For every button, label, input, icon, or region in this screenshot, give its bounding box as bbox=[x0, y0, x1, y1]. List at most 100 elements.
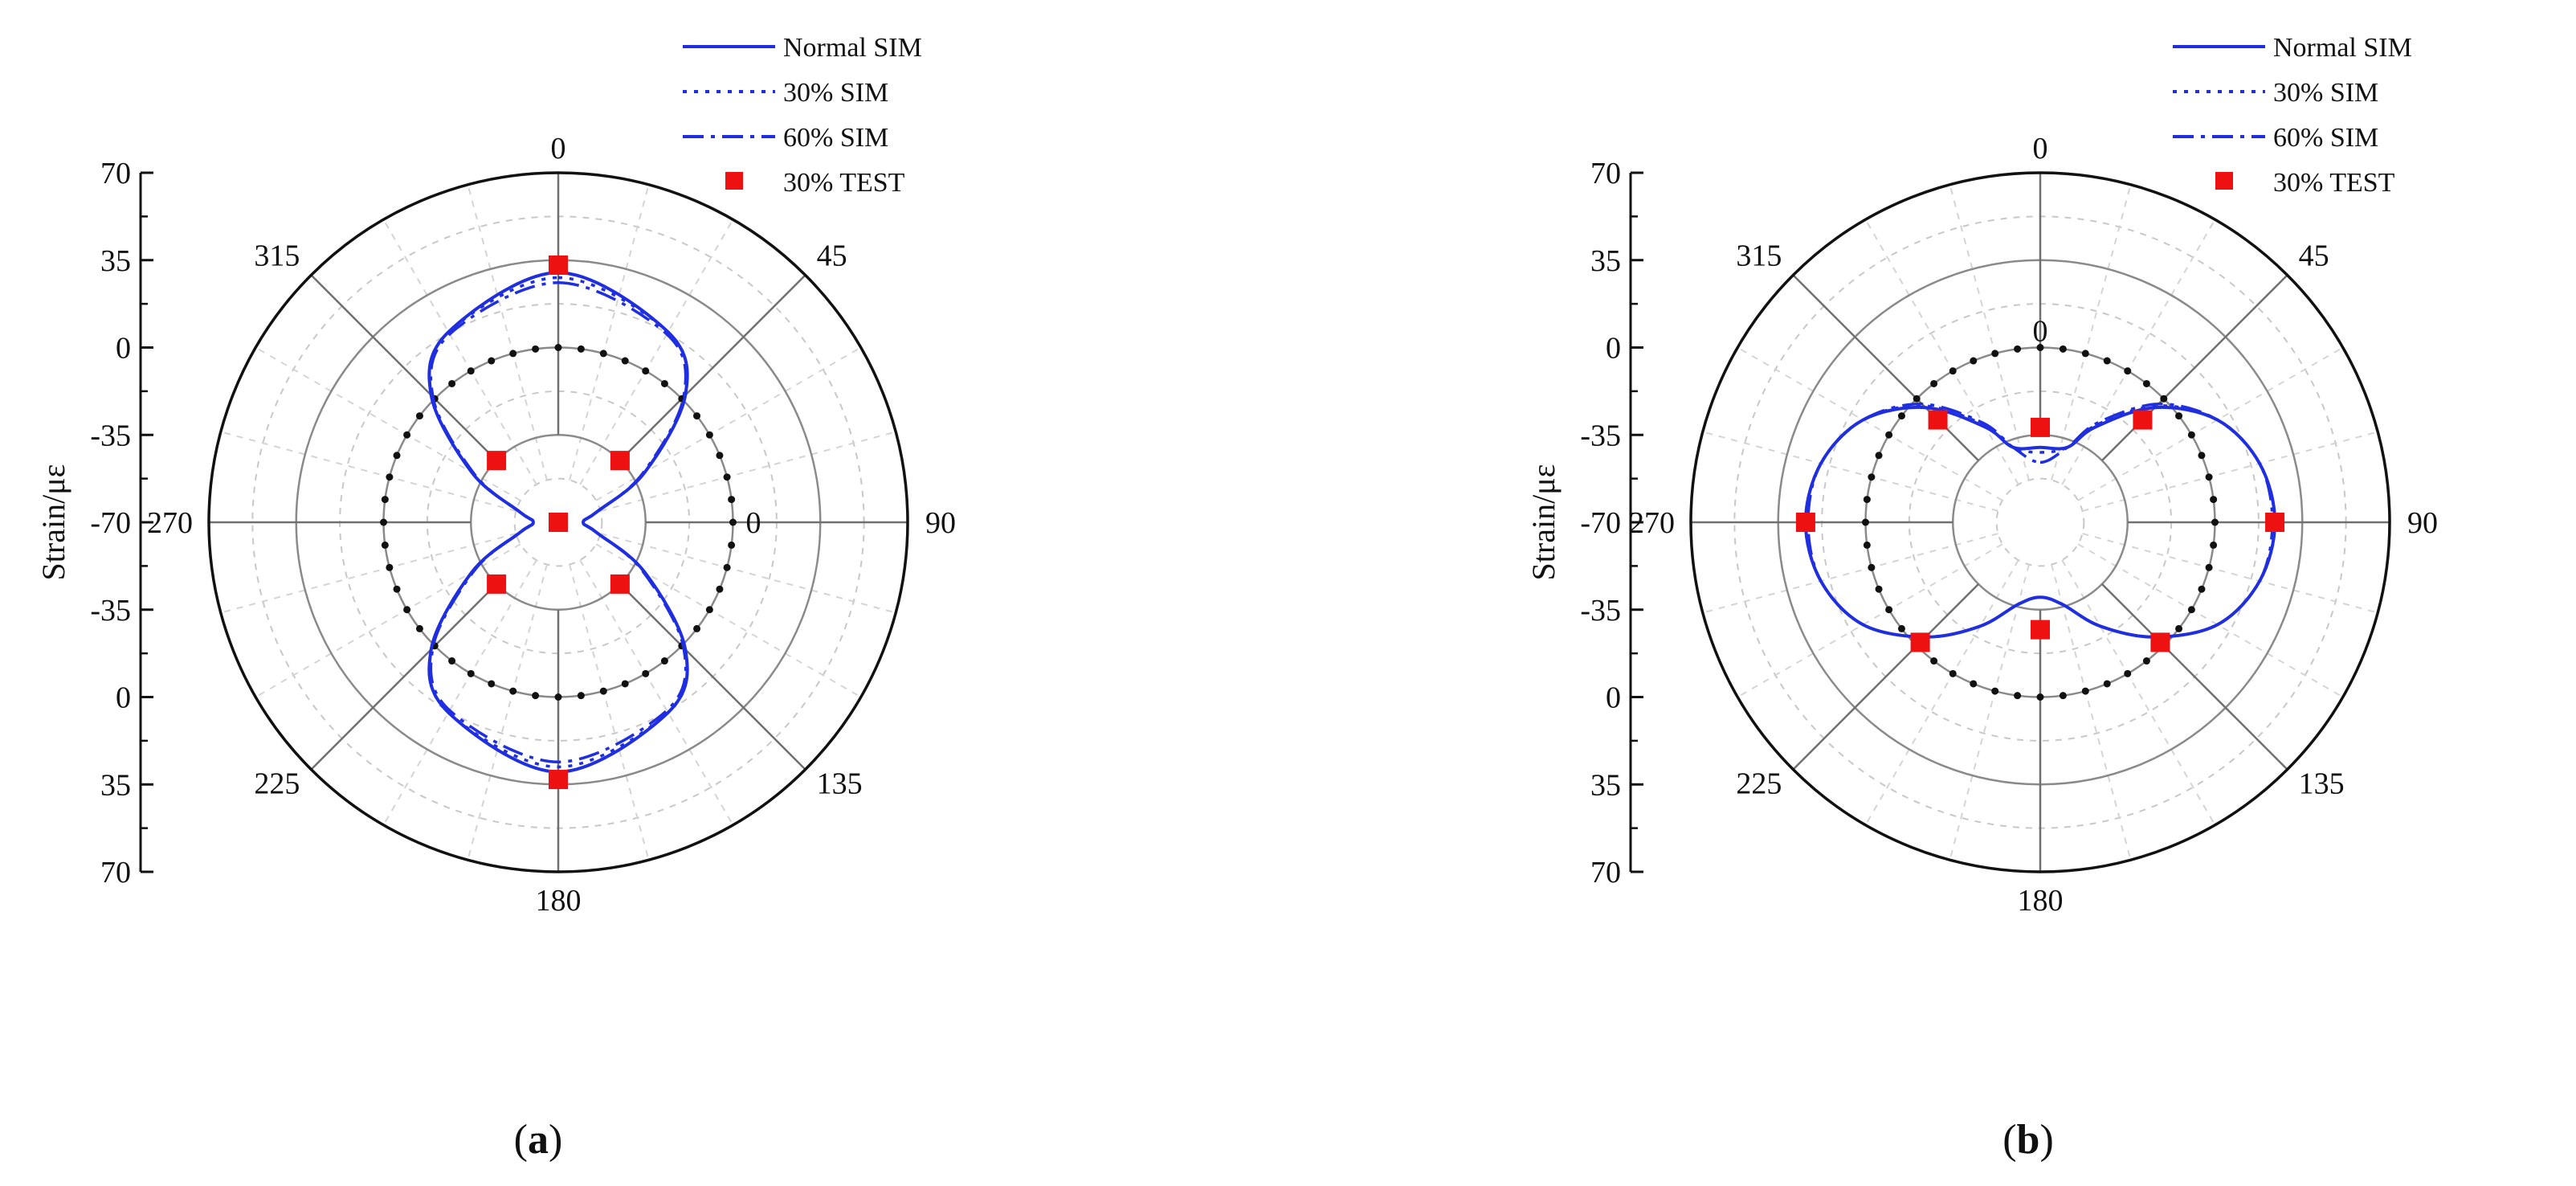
angle-tick-label: 90 bbox=[925, 506, 956, 540]
radial-tick-label: 35 bbox=[100, 244, 131, 278]
grid-spoke-minor bbox=[2082, 431, 2378, 512]
angle-tick-label: 270 bbox=[1629, 506, 1675, 540]
test-marker bbox=[2265, 513, 2285, 532]
test-marker bbox=[610, 451, 630, 471]
legend-label: Normal SIM bbox=[783, 33, 922, 63]
zero-reference-dot bbox=[1930, 657, 1938, 665]
legend-label: 60% SIM bbox=[783, 123, 888, 153]
zero-reference-dot bbox=[448, 379, 456, 387]
grid-spoke-minor bbox=[467, 184, 548, 481]
grid-spoke-major bbox=[2101, 583, 2288, 771]
zero-reference-dot bbox=[2103, 357, 2111, 365]
zero-circle-label: 0 bbox=[746, 506, 761, 540]
angle-tick-label: 135 bbox=[817, 767, 863, 801]
panel-a-labels: 0 45 90 135 180 225 270 315 0 bbox=[147, 132, 956, 918]
zero-reference-dot bbox=[1863, 496, 1871, 504]
legend-item: 30% SIM bbox=[2173, 78, 2378, 108]
radial-tick-label: 70 bbox=[1590, 157, 1621, 190]
zero-reference-dot bbox=[693, 624, 701, 632]
y-axis-label: Strain/με bbox=[1525, 464, 1562, 581]
zero-reference-dot bbox=[729, 518, 737, 526]
legend-label: 30% SIM bbox=[2273, 78, 2378, 108]
grid-spoke-minor bbox=[2051, 184, 2132, 481]
zero-reference-dot bbox=[1862, 518, 1869, 526]
zero-reference-dot bbox=[621, 680, 629, 688]
grid-circle-minor bbox=[1995, 477, 2085, 567]
angle-tick-label: 180 bbox=[536, 884, 582, 918]
zero-reference-dot bbox=[2081, 687, 2089, 695]
grid-spoke-minor bbox=[1949, 184, 2030, 481]
zero-reference-dot bbox=[577, 345, 585, 353]
zero-reference-dot bbox=[2210, 496, 2218, 504]
zero-reference-dot bbox=[386, 473, 394, 481]
angle-tick-label: 315 bbox=[1736, 239, 1782, 272]
grid-circle-minor bbox=[513, 477, 603, 567]
grid-spoke-minor bbox=[2051, 564, 2132, 861]
panel-a-legend: Normal SIM 30% SIM 60% SIM 30% TEST bbox=[683, 33, 922, 198]
zero-reference-dot bbox=[728, 496, 736, 504]
legend-item: 30% SIM bbox=[683, 78, 888, 108]
zero-reference-dot bbox=[599, 350, 607, 358]
panel-b-label: (b) bbox=[2002, 1117, 2054, 1163]
radial-tick-label: -35 bbox=[1580, 594, 1621, 628]
zero-reference-dot bbox=[2081, 350, 2089, 358]
zero-reference-dot bbox=[380, 518, 387, 526]
test-marker bbox=[2150, 632, 2170, 652]
angle-tick-label: 315 bbox=[254, 239, 300, 272]
radial-tick-label: 0 bbox=[116, 332, 131, 366]
zero-reference-dot bbox=[2175, 624, 2183, 632]
grid-spoke-major bbox=[310, 583, 497, 771]
zero-reference-dot bbox=[577, 692, 585, 700]
zero-reference-dot bbox=[2210, 541, 2218, 549]
zero-reference-dot bbox=[599, 687, 607, 695]
zero-reference-dot bbox=[716, 585, 724, 593]
zero-reference-dot bbox=[2014, 692, 2022, 700]
zero-reference-dot bbox=[2198, 452, 2206, 460]
zero-reference-dot bbox=[1913, 395, 1921, 403]
angle-tick-label: 45 bbox=[2299, 239, 2329, 272]
series-line-60-sim bbox=[429, 280, 688, 764]
legend-item: 30% TEST bbox=[2215, 168, 2395, 198]
zero-reference-dot bbox=[554, 693, 562, 701]
grid-spoke-minor bbox=[569, 184, 650, 481]
angle-tick-label: 45 bbox=[817, 239, 847, 272]
zero-reference-dot bbox=[1949, 367, 1957, 375]
legend-swatch bbox=[725, 172, 743, 190]
panel-a-label: (a) bbox=[514, 1117, 563, 1163]
radial-tick-label: 70 bbox=[100, 157, 131, 190]
test-marker bbox=[1928, 410, 1948, 430]
angle-tick-label: 180 bbox=[2018, 884, 2064, 918]
radial-tick-label: -70 bbox=[90, 506, 131, 540]
grid-spoke-minor bbox=[467, 564, 548, 861]
zero-reference-dot bbox=[2198, 585, 2206, 593]
angle-tick-label: 90 bbox=[2407, 506, 2438, 540]
zero-reference-dot bbox=[642, 367, 650, 375]
zero-circle-label: 0 bbox=[2033, 315, 2048, 349]
series-line-30-sim bbox=[1804, 404, 2276, 639]
panel-b-legend: Normal SIM 30% SIM 60% SIM 30% TEST bbox=[2173, 33, 2412, 198]
zero-reference-dot bbox=[2205, 563, 2213, 571]
zero-reference-dot bbox=[415, 624, 423, 632]
grid-spoke-major bbox=[619, 583, 806, 771]
radial-tick-label: 70 bbox=[100, 856, 131, 890]
zero-reference-dot bbox=[403, 606, 411, 614]
grid-spoke-major bbox=[1792, 583, 1979, 771]
zero-reference-dot bbox=[467, 669, 475, 677]
zero-reference-dot bbox=[393, 585, 401, 593]
zero-reference-dot bbox=[448, 657, 456, 665]
zero-reference-dot bbox=[2124, 367, 2132, 375]
zero-reference-dot bbox=[1970, 680, 1978, 688]
zero-reference-dot bbox=[2124, 669, 2132, 677]
zero-reference-dot bbox=[716, 452, 724, 460]
zero-reference-dot bbox=[2142, 379, 2150, 387]
zero-reference-dot bbox=[2142, 657, 2150, 665]
panel-b-grid bbox=[1689, 171, 2391, 873]
legend-item: 60% SIM bbox=[683, 123, 888, 153]
zero-reference-dot bbox=[488, 357, 496, 365]
zero-reference-dot bbox=[415, 412, 423, 420]
radial-tick-label: 35 bbox=[1590, 768, 1621, 802]
test-marker bbox=[1795, 513, 1815, 532]
grid-spoke-minor bbox=[569, 564, 650, 861]
angle-tick-label: 225 bbox=[254, 767, 300, 801]
zero-reference-dot bbox=[509, 687, 517, 695]
